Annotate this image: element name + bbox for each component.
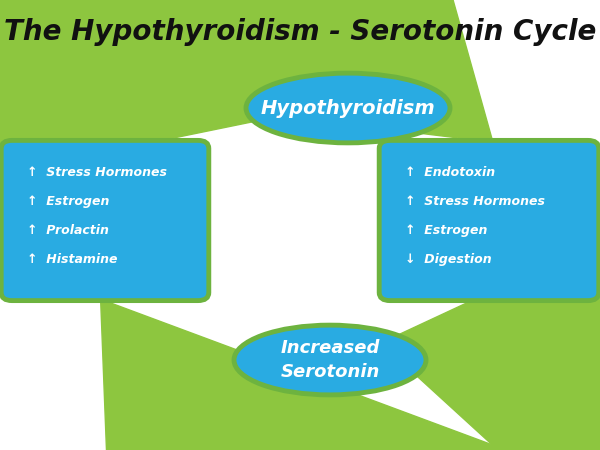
Ellipse shape (234, 325, 426, 395)
FancyBboxPatch shape (1, 140, 209, 301)
FancyArrowPatch shape (381, 26, 600, 450)
Text: ↑  Stress Hormones: ↑ Stress Hormones (27, 166, 167, 179)
Text: The Hypothyroidism - Serotonin Cycle: The Hypothyroidism - Serotonin Cycle (4, 18, 596, 46)
FancyBboxPatch shape (379, 140, 599, 301)
Text: ↑  Prolactin: ↑ Prolactin (27, 224, 109, 237)
FancyArrowPatch shape (0, 0, 274, 268)
Text: ↑  Histamine: ↑ Histamine (27, 253, 118, 266)
Text: ↓  Digestion: ↓ Digestion (405, 253, 491, 266)
Text: ↑  Endotoxin: ↑ Endotoxin (405, 166, 495, 179)
FancyArrowPatch shape (101, 299, 600, 450)
Text: ↑  Estrogen: ↑ Estrogen (405, 224, 487, 237)
FancyArrowPatch shape (0, 0, 493, 142)
Text: Hypothyroidism: Hypothyroidism (260, 99, 436, 117)
Text: Increased
Serotonin: Increased Serotonin (280, 339, 380, 381)
Text: ↑  Stress Hormones: ↑ Stress Hormones (405, 195, 545, 208)
Text: ↑  Estrogen: ↑ Estrogen (27, 195, 109, 208)
Ellipse shape (246, 73, 450, 143)
